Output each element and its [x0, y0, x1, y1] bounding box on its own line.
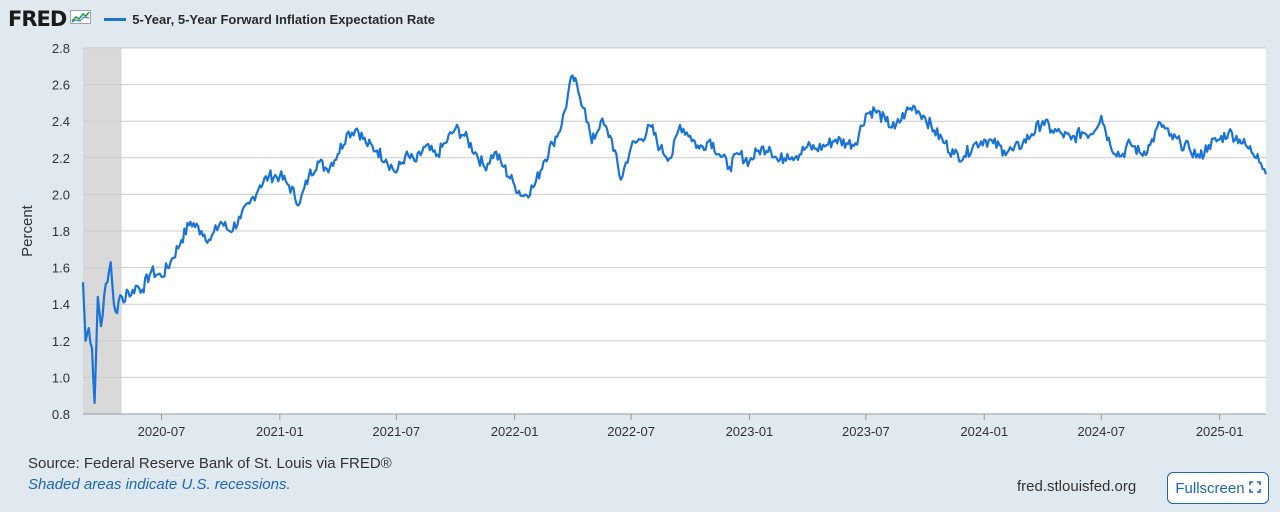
x-tick-label: 2021-07 — [372, 424, 420, 439]
y-tick-label: 2.8 — [52, 41, 70, 56]
y-tick-label: 1.4 — [52, 297, 70, 312]
recession-note: Shaded areas indicate U.S. recessions. — [28, 476, 291, 493]
x-tick-label: 2024-07 — [1077, 424, 1125, 439]
y-tick-label: 1.6 — [52, 261, 70, 276]
fullscreen-label: Fullscreen — [1175, 479, 1245, 497]
series-line — [81, 74, 1268, 405]
y-axis-label: Percent — [19, 204, 36, 257]
fred-chart-icon — [70, 9, 92, 30]
x-tick-label: 2021-01 — [256, 424, 304, 439]
y-tick-label: 2.6 — [52, 78, 70, 93]
y-tick-label: 2.0 — [52, 187, 70, 202]
chart-header: FRED 5-Year, 5-Year Forward Inflation Ex… — [8, 6, 435, 32]
chart-legend: 5-Year, 5-Year Forward Inflation Expecta… — [104, 12, 435, 27]
fred-url[interactable]: fred.stlouisfed.org — [1017, 478, 1137, 495]
x-tick-label: 2022-07 — [607, 424, 655, 439]
x-tick-label: 2023-01 — [726, 424, 774, 439]
line-chart: 0.8 1.0 1.2 1.4 1.6 1.8 2.0 2.2 2.4 2.6 2.8 2020-0… — [19, 41, 1268, 439]
x-tick-label: 2025-01 — [1196, 424, 1244, 439]
y-tick-label: 1.2 — [52, 334, 70, 349]
legend-label: 5-Year, 5-Year Forward Inflation Expecta… — [132, 11, 436, 27]
y-tick-label: 1.0 — [52, 370, 70, 385]
fullscreen-button[interactable]: Fullscreen — [1167, 472, 1269, 504]
y-tick-label: 2.2 — [52, 151, 70, 166]
x-tick-label: 2024-01 — [960, 424, 1008, 439]
x-tick-label: 2020-07 — [138, 424, 186, 439]
y-tick-label: 1.8 — [52, 224, 70, 239]
legend-swatch — [104, 17, 127, 21]
x-tick-label: 2022-01 — [491, 424, 539, 439]
source-note: Source: Federal Reserve Bank of St. Loui… — [28, 455, 392, 472]
x-tick-label: 2023-07 — [842, 424, 890, 439]
y-tick-label: 0.8 — [52, 407, 70, 422]
expand-icon — [1248, 480, 1261, 497]
fred-logo[interactable]: FRED — [8, 7, 67, 31]
y-tick-label: 2.4 — [52, 114, 70, 129]
